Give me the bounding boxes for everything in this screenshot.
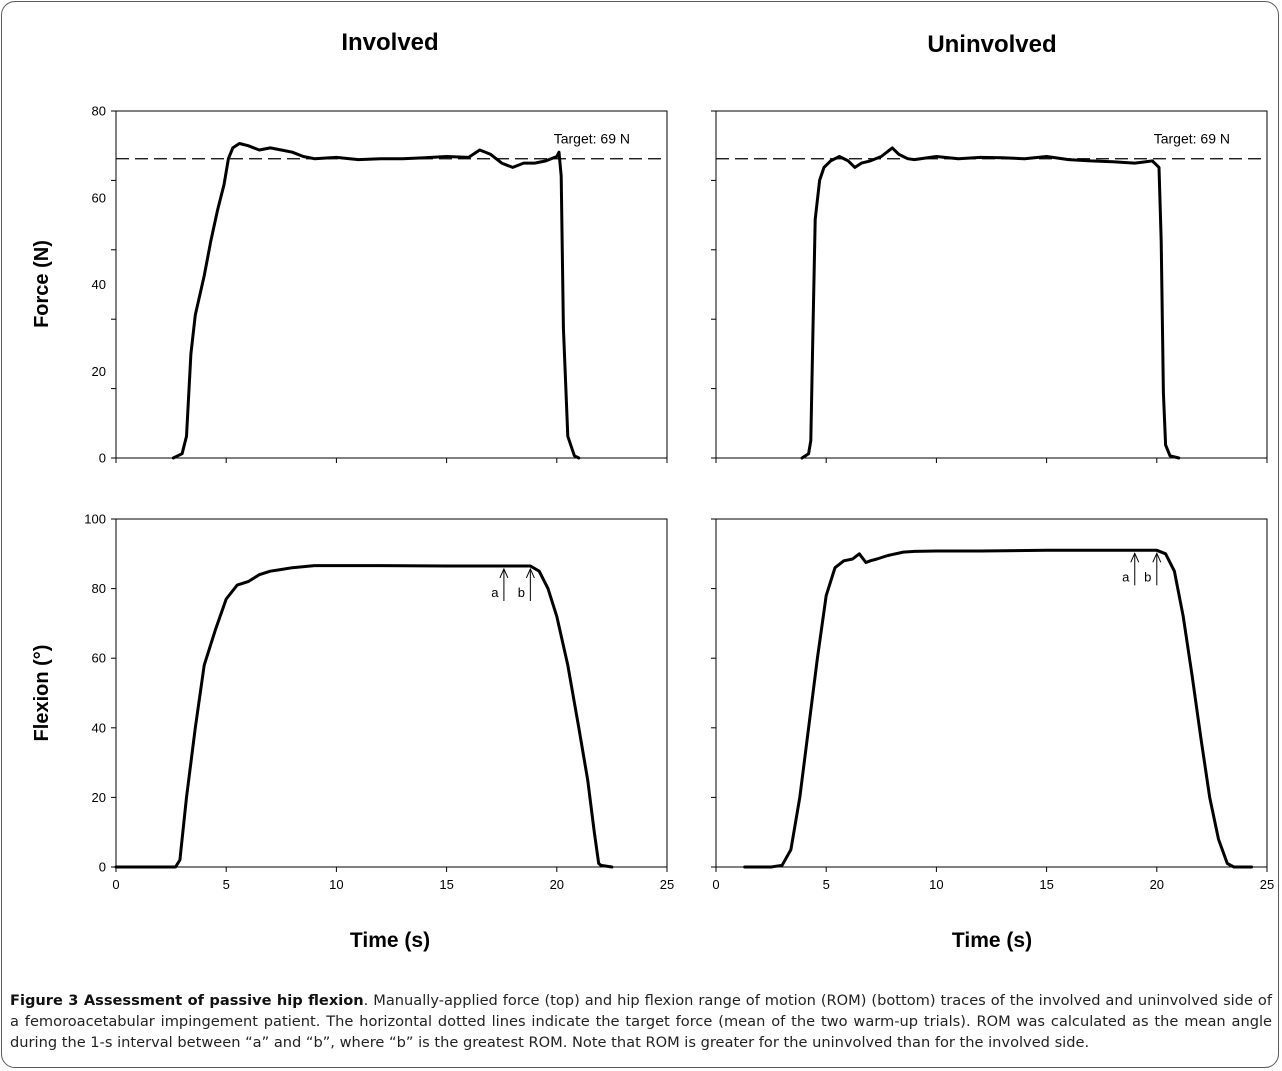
flexion-involved-x-tick-label: 25 — [660, 877, 674, 892]
flexion-involved-x-tick-label: 15 — [439, 877, 453, 892]
figure-caption: Figure 3 Assessment of passive hip flexi… — [10, 990, 1272, 1053]
flexion-involved-x-tick-label: 5 — [223, 877, 230, 892]
flexion-uninvolved-x-tick-label: 10 — [929, 877, 943, 892]
force-uninvolved-target-label: Target: 69 N — [1154, 131, 1230, 147]
flexion-involved-marker-b-label: b — [518, 585, 525, 600]
flexion-involved-y-tick-label: 100 — [84, 512, 106, 527]
caption-lead: Figure 3 Assessment of passive hip flexi… — [10, 992, 364, 1009]
flexion-involved-x-tick-label: 0 — [112, 877, 119, 892]
flexion-uninvolved-x-tick-label: 5 — [823, 877, 830, 892]
flexion-involved-x-axis-label: Time (s) — [350, 929, 430, 952]
flexion-involved-y-tick-label: 40 — [92, 720, 106, 735]
force-involved-series-line — [171, 142, 581, 460]
flexion-uninvolved-marker-a-arrowhead — [1130, 552, 1140, 563]
flexion-involved-marker-b-arrowhead — [525, 567, 535, 579]
force-involved-y-tick-label: 40 — [92, 277, 106, 292]
flexion-involved-x-tick-label: 20 — [550, 877, 564, 892]
flexion-uninvolved-marker-b-label: b — [1144, 569, 1151, 584]
flexion-uninvolved-x-tick-label: 15 — [1039, 877, 1053, 892]
force-uninvolved-series-line — [800, 146, 1181, 460]
flexion-uninvolved-x-axis-label: Time (s) — [952, 929, 1032, 952]
flexion-involved-series-line — [114, 564, 614, 869]
flexion-involved-y-tick-label: 80 — [92, 581, 106, 596]
flexion-involved-y-tick-label: 60 — [92, 651, 106, 666]
force-involved-y-tick-label: 60 — [92, 190, 106, 205]
force-uninvolved-plot-area — [715, 110, 1268, 459]
flexion-involved-plot-area — [115, 518, 668, 868]
figure-svg: 0 20 40 60 80 Involved Force (N) Target: 69 N Un… — [31, 29, 1274, 952]
caption-text: . Manually-applied force (top) and hip f… — [10, 992, 1272, 1051]
force-involved-y-tick-label: 0 — [99, 451, 106, 466]
flexion-uninvolved-x-tick-label: 25 — [1260, 877, 1274, 892]
force-involved-y-tick-label: 20 — [92, 364, 106, 379]
flexion-involved-marker-a-label: a — [491, 585, 499, 600]
flexion-uninvolved-marker-b-arrowhead — [1152, 552, 1162, 563]
flexion-involved-y-tick-label: 0 — [99, 860, 106, 875]
flexion-involved-y-axis-label: Flexion (°) — [31, 645, 53, 742]
flexion-uninvolved-plot-area — [715, 518, 1268, 868]
flexion-involved-marker-a-arrowhead — [499, 567, 509, 579]
force-involved-plot-area — [115, 110, 668, 459]
force-uninvolved-title: Uninvolved — [927, 31, 1056, 58]
force-involved-y-axis-label: Force (N) — [31, 240, 53, 328]
flexion-involved-y-tick-label: 20 — [92, 790, 106, 805]
force-involved-y-tick-label: 80 — [92, 104, 106, 119]
flexion-uninvolved-x-tick-label: 20 — [1150, 877, 1164, 892]
flexion-uninvolved-series-line — [743, 548, 1254, 869]
flexion-uninvolved-x-tick-label: 0 — [712, 877, 719, 892]
force-involved-title: Involved — [341, 29, 438, 56]
flexion-involved-x-tick-label: 10 — [329, 877, 343, 892]
force-involved-target-label: Target: 69 N — [554, 131, 630, 147]
flexion-uninvolved-marker-a-label: a — [1122, 569, 1130, 584]
